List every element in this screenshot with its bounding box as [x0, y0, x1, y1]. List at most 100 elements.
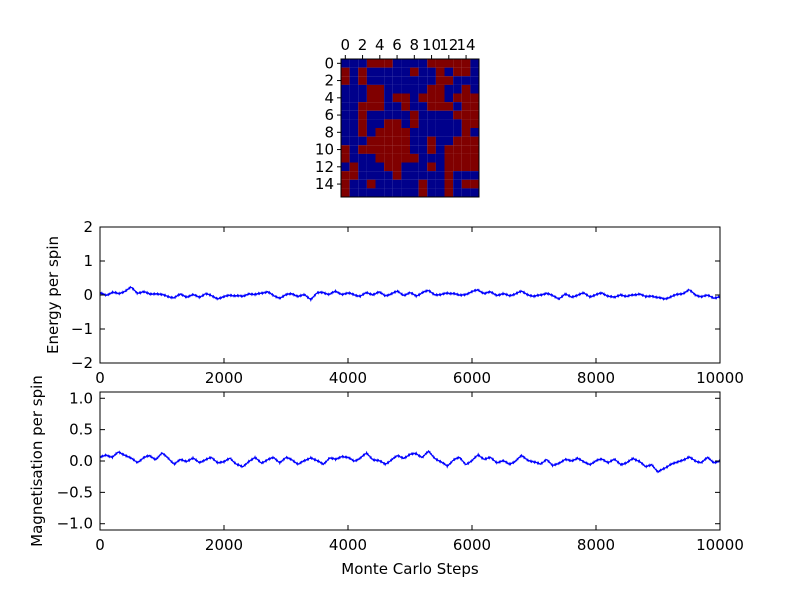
heatmap-cell — [453, 59, 462, 68]
heatmap-cell — [375, 136, 385, 146]
heatmap-cell — [358, 153, 367, 163]
heatmap-cell — [427, 67, 436, 77]
heatmap-cell — [444, 162, 454, 172]
heatmap-cell — [444, 93, 454, 103]
heatmap-cell — [366, 171, 376, 180]
heatmap-cell — [358, 119, 367, 129]
heatmap-cell — [358, 145, 367, 154]
heatmap-cell — [418, 145, 428, 154]
heatmap-cell — [461, 145, 471, 154]
heatmap-cell — [366, 179, 376, 189]
heatmap-cell — [384, 84, 393, 94]
heatmap-cell — [435, 188, 445, 198]
heatmap-cell — [470, 145, 480, 154]
heatmap-x-tick-label: 0 — [341, 36, 351, 54]
heatmap-cell — [366, 110, 376, 120]
heatmap-cell — [358, 188, 367, 198]
y-axis-label: Energy per spin — [44, 236, 62, 354]
heatmap-cell — [453, 119, 462, 129]
heatmap-cell — [341, 179, 350, 189]
heatmap-cell — [418, 102, 428, 111]
heatmap-cell — [392, 188, 402, 198]
heatmap-cell — [358, 162, 367, 172]
heatmap-cell — [384, 67, 393, 77]
heatmap-cell — [392, 110, 402, 120]
heatmap-cell — [444, 67, 454, 77]
heatmap-cell — [453, 128, 462, 137]
y-axis-label: Magnetisation per spin — [28, 375, 46, 547]
heatmap-y-tick-label: 4 — [324, 89, 334, 107]
y-tick-label: −1.0 — [57, 515, 93, 533]
heatmap-cell — [453, 136, 462, 146]
heatmap-cell — [470, 76, 480, 85]
heatmap-y-tick-label: 0 — [324, 54, 334, 72]
heatmap-cell — [392, 136, 402, 146]
heatmap-cell — [358, 136, 367, 146]
heatmap-cell — [461, 84, 471, 94]
heatmap-cell — [375, 119, 385, 129]
series-line — [99, 449, 721, 474]
heatmap-cell — [349, 162, 359, 172]
heatmap-cell — [375, 128, 385, 137]
heatmap-cell — [444, 102, 454, 111]
heatmap-y-tick-label: 12 — [315, 158, 334, 176]
heatmap-cell — [384, 102, 393, 111]
heatmap-cell — [341, 145, 350, 154]
heatmap-cell — [384, 162, 393, 172]
x-tick-label: 6000 — [453, 536, 491, 554]
energy-plot: 0 2000 4000 6000 8000 10000 −2 −1 0 1 2 Energy per … — [44, 218, 744, 387]
series-line — [99, 285, 721, 303]
heatmap-cell — [366, 128, 376, 137]
heatmap-cell — [435, 171, 445, 180]
heatmap-cell — [410, 145, 419, 154]
heatmap-cell — [401, 188, 411, 198]
heatmap-cell — [349, 153, 359, 163]
heatmap-cell — [366, 59, 376, 68]
heatmap-cell — [384, 145, 393, 154]
heatmap-cell — [384, 59, 393, 68]
y-tick-label: −2 — [71, 354, 93, 372]
heatmap-cell — [358, 67, 367, 77]
heatmap-cell — [384, 179, 393, 189]
heatmap-x-tick-label: 14 — [457, 36, 476, 54]
heatmap-cell — [366, 153, 376, 163]
heatmap-cell — [358, 110, 367, 120]
heatmap-cell — [358, 171, 367, 180]
heatmap-cell — [418, 153, 428, 163]
heatmap-cell — [366, 136, 376, 146]
heatmap-cell — [401, 136, 411, 146]
heatmap-cell — [358, 84, 367, 94]
heatmap-cell — [470, 93, 480, 103]
heatmap-cell — [461, 93, 471, 103]
heatmap-cell — [435, 162, 445, 172]
heatmap-cell — [349, 188, 359, 198]
heatmap-cell — [349, 59, 359, 68]
heatmap-cell — [444, 188, 454, 198]
heatmap-cell — [427, 102, 436, 111]
heatmap-cell — [410, 59, 419, 68]
heatmap-cell — [349, 119, 359, 129]
heatmap-cell — [401, 145, 411, 154]
heatmap-cell — [461, 102, 471, 111]
heatmap-cell — [375, 110, 385, 120]
heatmap-cell — [384, 110, 393, 120]
heatmap-cell — [427, 153, 436, 163]
heatmap-cell — [444, 136, 454, 146]
heatmap-cell — [435, 102, 445, 111]
heatmap-cell — [401, 162, 411, 172]
heatmap-cell — [384, 76, 393, 85]
heatmap-cell — [461, 67, 471, 77]
heatmap-cell — [358, 93, 367, 103]
heatmap-y-tick-label: 8 — [324, 123, 334, 141]
heatmap-cell — [453, 67, 462, 77]
heatmap-cell — [349, 67, 359, 77]
heatmap-cell — [453, 93, 462, 103]
heatmap-cell — [375, 179, 385, 189]
heatmap-cell — [401, 110, 411, 120]
heatmap-cell — [418, 128, 428, 137]
heatmap-cell — [435, 59, 445, 68]
heatmap-cell — [427, 171, 436, 180]
heatmap-cell — [349, 171, 359, 180]
